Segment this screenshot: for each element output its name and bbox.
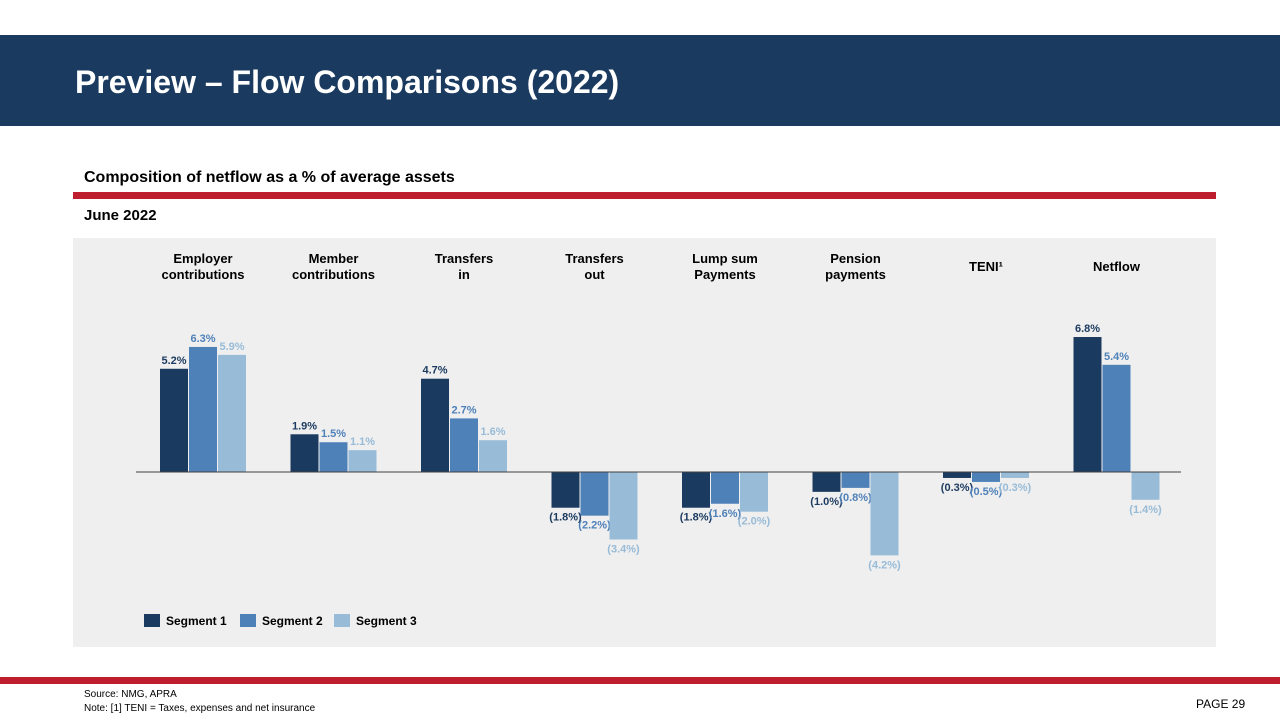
bar <box>740 472 768 512</box>
footer-divider <box>0 677 1280 684</box>
bar <box>551 472 580 508</box>
data-label: 5.9% <box>219 341 244 353</box>
data-label: (0.3%) <box>999 482 1032 494</box>
data-label: (1.4%) <box>1129 504 1162 516</box>
chart-panel: Employer contributions Member contributions… <box>73 238 1216 647</box>
legend-label: Segment 3 <box>356 614 417 628</box>
chart-subtitle: Composition of netflow as a % of average… <box>84 169 455 186</box>
category-label: Pension payments <box>825 251 886 282</box>
data-label: (2.0%) <box>738 516 771 528</box>
bar <box>218 354 246 472</box>
title-bar <box>0 35 1280 126</box>
bar <box>1001 472 1029 478</box>
date-label: June 2022 <box>84 207 157 224</box>
bar <box>609 472 638 540</box>
teni-note: Note: [1] TENI = Taxes, expenses and net… <box>84 703 316 714</box>
data-label: 6.3% <box>190 333 215 345</box>
data-label: (0.5%) <box>970 486 1003 498</box>
data-label: 1.5% <box>321 428 346 440</box>
legend-label: Segment 2 <box>262 614 323 628</box>
data-label: (1.8%) <box>549 512 582 524</box>
bar <box>841 472 870 488</box>
data-label: 1.9% <box>292 420 317 432</box>
data-label: (4.2%) <box>868 559 901 571</box>
bar <box>348 450 377 472</box>
bar <box>189 346 217 472</box>
data-label: 1.6% <box>480 426 505 438</box>
bar <box>711 472 739 504</box>
data-label: (3.4%) <box>607 543 640 555</box>
data-label: (2.2%) <box>578 520 611 532</box>
bar <box>870 472 899 556</box>
data-label: 5.2% <box>161 355 186 367</box>
bar <box>450 418 478 472</box>
category-label: TENI¹ <box>969 259 1003 274</box>
bar <box>812 472 841 492</box>
data-label: 4.7% <box>422 365 447 377</box>
category-label: Netflow <box>1093 259 1141 274</box>
data-label: (1.6%) <box>709 508 742 520</box>
bar <box>319 442 348 472</box>
bar <box>290 434 319 472</box>
data-label: 5.4% <box>1104 351 1129 363</box>
legend-swatch <box>240 614 256 627</box>
category-label: Transfers in <box>435 251 494 282</box>
bar <box>421 378 449 472</box>
category-label: Lump sum Payments <box>692 251 758 282</box>
flow-comparison-chart: Employer contributions Member contributions… <box>136 251 1181 628</box>
data-label: 1.1% <box>350 436 375 448</box>
category-label: Employer contributions <box>161 251 244 282</box>
bar <box>580 472 609 516</box>
bar <box>943 472 971 478</box>
section-divider <box>73 192 1216 199</box>
bar <box>160 368 188 472</box>
legend-swatch <box>144 614 160 627</box>
data-label: (0.3%) <box>941 482 974 494</box>
bar <box>1073 337 1102 472</box>
data-label: (1.0%) <box>810 496 843 508</box>
data-label: 6.8% <box>1075 323 1100 335</box>
legend-label: Segment 1 <box>166 614 227 628</box>
data-label: (1.8%) <box>680 512 713 524</box>
page-title: Preview – Flow Comparisons (2022) <box>75 64 620 100</box>
data-label: 2.7% <box>451 404 476 416</box>
source-note: Source: NMG, APRA <box>84 689 177 700</box>
page-number: PAGE 29 <box>1196 697 1246 711</box>
bar <box>682 472 710 508</box>
bar <box>1102 364 1131 472</box>
bar <box>972 472 1000 482</box>
data-label: (0.8%) <box>839 492 872 504</box>
bar <box>479 440 507 472</box>
legend-swatch <box>334 614 350 627</box>
bar <box>1131 472 1160 500</box>
category-label: Transfers out <box>565 251 624 282</box>
category-label: Member contributions <box>292 251 375 282</box>
